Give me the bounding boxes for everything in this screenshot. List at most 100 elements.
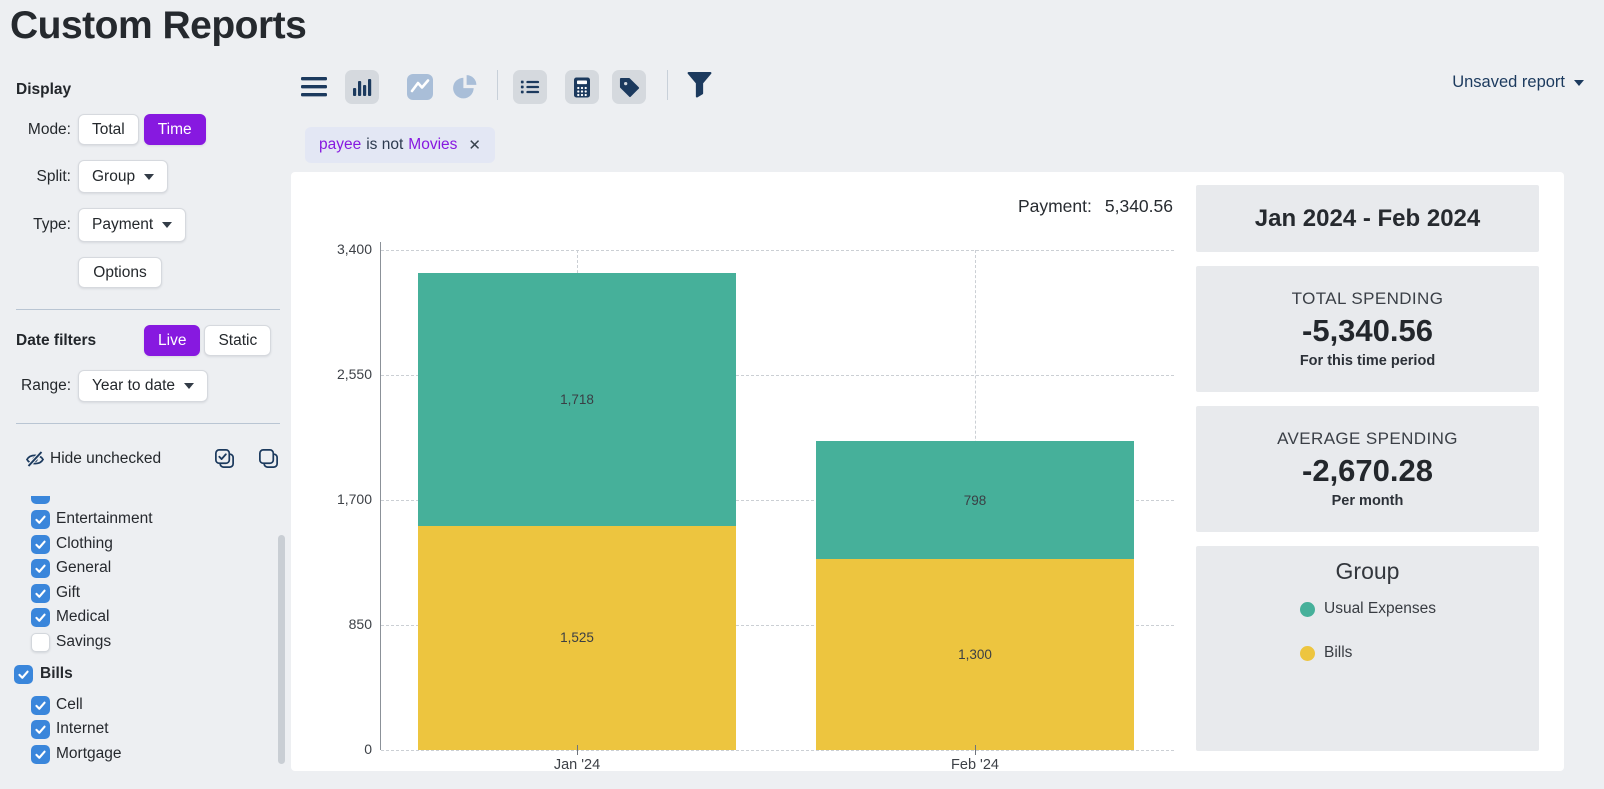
checkbox-savings[interactable]	[31, 633, 50, 652]
checkbox-general[interactable]	[31, 559, 50, 579]
options-button[interactable]: Options	[78, 257, 162, 288]
hide-unchecked-row[interactable]: Hide unchecked	[0, 449, 280, 469]
line-chart-icon	[407, 74, 433, 100]
mode-time-button[interactable]: Time	[143, 114, 206, 145]
checkbox-entertainment[interactable]	[31, 510, 50, 529]
gridline	[381, 250, 1174, 251]
range-dropdown[interactable]: Year to date	[78, 370, 209, 402]
category-row: General	[0, 556, 280, 581]
y-axis-tick-label: 1,700	[336, 491, 372, 507]
check-icon	[35, 701, 46, 710]
range-label: Range:	[21, 377, 71, 394]
bar-segment: 1,300	[816, 558, 1134, 750]
list-icon	[520, 80, 540, 94]
mode-row: Mode: Total Time	[0, 114, 280, 145]
bar-value-label: 1,300	[958, 646, 992, 662]
menu-icon[interactable]	[301, 77, 327, 97]
type-dropdown[interactable]: Payment	[78, 208, 187, 242]
line-chart-button[interactable]	[403, 70, 437, 104]
filter-icon[interactable]	[687, 71, 712, 98]
check-icon	[35, 515, 46, 524]
mode-label: Mode:	[27, 121, 71, 138]
legend-color-dot	[1300, 645, 1315, 661]
chart-header: Payment: 5,340.56	[1018, 196, 1173, 217]
gridline	[381, 625, 1174, 626]
type-value: Payment	[92, 216, 154, 233]
date-filters-label: Date filters	[16, 332, 97, 349]
filter-value: Movies	[408, 136, 458, 153]
select-all-icon[interactable]	[213, 447, 236, 470]
category-row: Bills	[0, 662, 280, 687]
stat-value: -2,670.28	[1302, 453, 1433, 488]
deselect-all-icon[interactable]	[257, 447, 280, 470]
gridline	[381, 500, 1174, 501]
stat-caption: For this time period	[1299, 353, 1436, 369]
list-button[interactable]	[513, 70, 547, 104]
report-menu-label: Unsaved report	[1452, 73, 1565, 91]
bar-chart-button[interactable]	[345, 70, 379, 104]
mode-total-button[interactable]: Total	[78, 114, 139, 145]
check-icon	[18, 670, 29, 679]
check-icon	[35, 750, 46, 759]
filter-chip[interactable]: payee is not Movies ✕	[305, 127, 495, 163]
chevron-down-icon	[162, 222, 173, 228]
bar-segment: 798	[816, 441, 1134, 559]
chevron-down-icon	[184, 383, 195, 389]
stacked-bar-chart: 0 850 1,700 2,550 3,400 1,525 1,718 Jan '24 1,30…	[291, 172, 1564, 773]
datefilter-static-button[interactable]: Static	[204, 325, 272, 356]
bar-value-label: 798	[963, 492, 987, 508]
type-label: Type:	[33, 216, 71, 233]
hide-unchecked-label: Hide unchecked	[50, 450, 162, 467]
split-dropdown[interactable]: Group	[78, 160, 169, 193]
report-menu-button[interactable]: Unsaved report	[1452, 73, 1584, 92]
legend-title: Group	[1335, 558, 1400, 584]
x-axis-tick-label: Jan '24	[553, 757, 601, 773]
category-label: General	[56, 559, 112, 577]
category-label: Cell	[56, 695, 83, 713]
scrollbar-thumb[interactable]	[278, 535, 285, 764]
checkbox-bills[interactable]	[14, 664, 33, 684]
category-label: Savings	[56, 633, 112, 650]
category-row: Medical	[0, 605, 280, 630]
stat-title: TOTAL SPENDING	[1291, 289, 1444, 308]
range-row: Range: Year to date	[0, 370, 280, 402]
page-title: Custom Reports	[10, 4, 307, 47]
date-filter-toggle-group: Live Static	[144, 325, 272, 356]
calculator-button[interactable]	[565, 70, 599, 104]
calculator-icon	[574, 77, 590, 97]
checkbox-clothing[interactable]	[31, 534, 50, 554]
tag-button[interactable]	[612, 70, 646, 104]
datefilter-live-button[interactable]: Live	[144, 325, 201, 356]
bar-segment: 1,525	[418, 525, 736, 750]
check-icon	[35, 589, 46, 598]
close-icon[interactable]: ✕	[468, 137, 481, 154]
y-axis-tick-label: 850	[348, 616, 372, 632]
stat-caption: Per month	[1331, 493, 1404, 509]
pie-chart-button[interactable]	[448, 70, 482, 104]
display-section-label: Display	[16, 81, 72, 98]
x-axis-tick-label: Feb '24	[951, 757, 999, 773]
sidebar-divider	[16, 423, 280, 424]
x-axis-tick	[975, 745, 976, 755]
stat-value: -5,340.56	[1302, 313, 1433, 348]
mode-toggle-group: Total Time	[78, 114, 206, 145]
legend-card: Group Usual Expenses Bills	[1196, 546, 1539, 751]
category-row: Internet	[0, 717, 280, 742]
type-row: Type: Payment	[0, 208, 280, 242]
checkbox-cell[interactable]	[31, 695, 50, 715]
y-axis-tick-label: 0	[364, 741, 372, 757]
y-axis-tick-label: 3,400	[336, 241, 372, 257]
filter-field: payee	[319, 136, 362, 153]
checkbox-mortgage[interactable]	[31, 744, 50, 764]
checkbox-gift[interactable]	[31, 583, 50, 603]
legend-label: Bills	[1324, 644, 1353, 661]
category-row: Savings	[0, 630, 280, 655]
split-row: Split: Group	[0, 160, 280, 193]
checkbox-internet[interactable]	[31, 720, 50, 740]
check-icon	[35, 725, 46, 735]
gridline	[381, 375, 1174, 376]
toolbar-divider	[667, 70, 668, 100]
chart-header-label: Payment:	[1017, 196, 1092, 216]
filter-operator: is not	[366, 136, 404, 153]
checkbox-medical[interactable]	[31, 608, 50, 628]
